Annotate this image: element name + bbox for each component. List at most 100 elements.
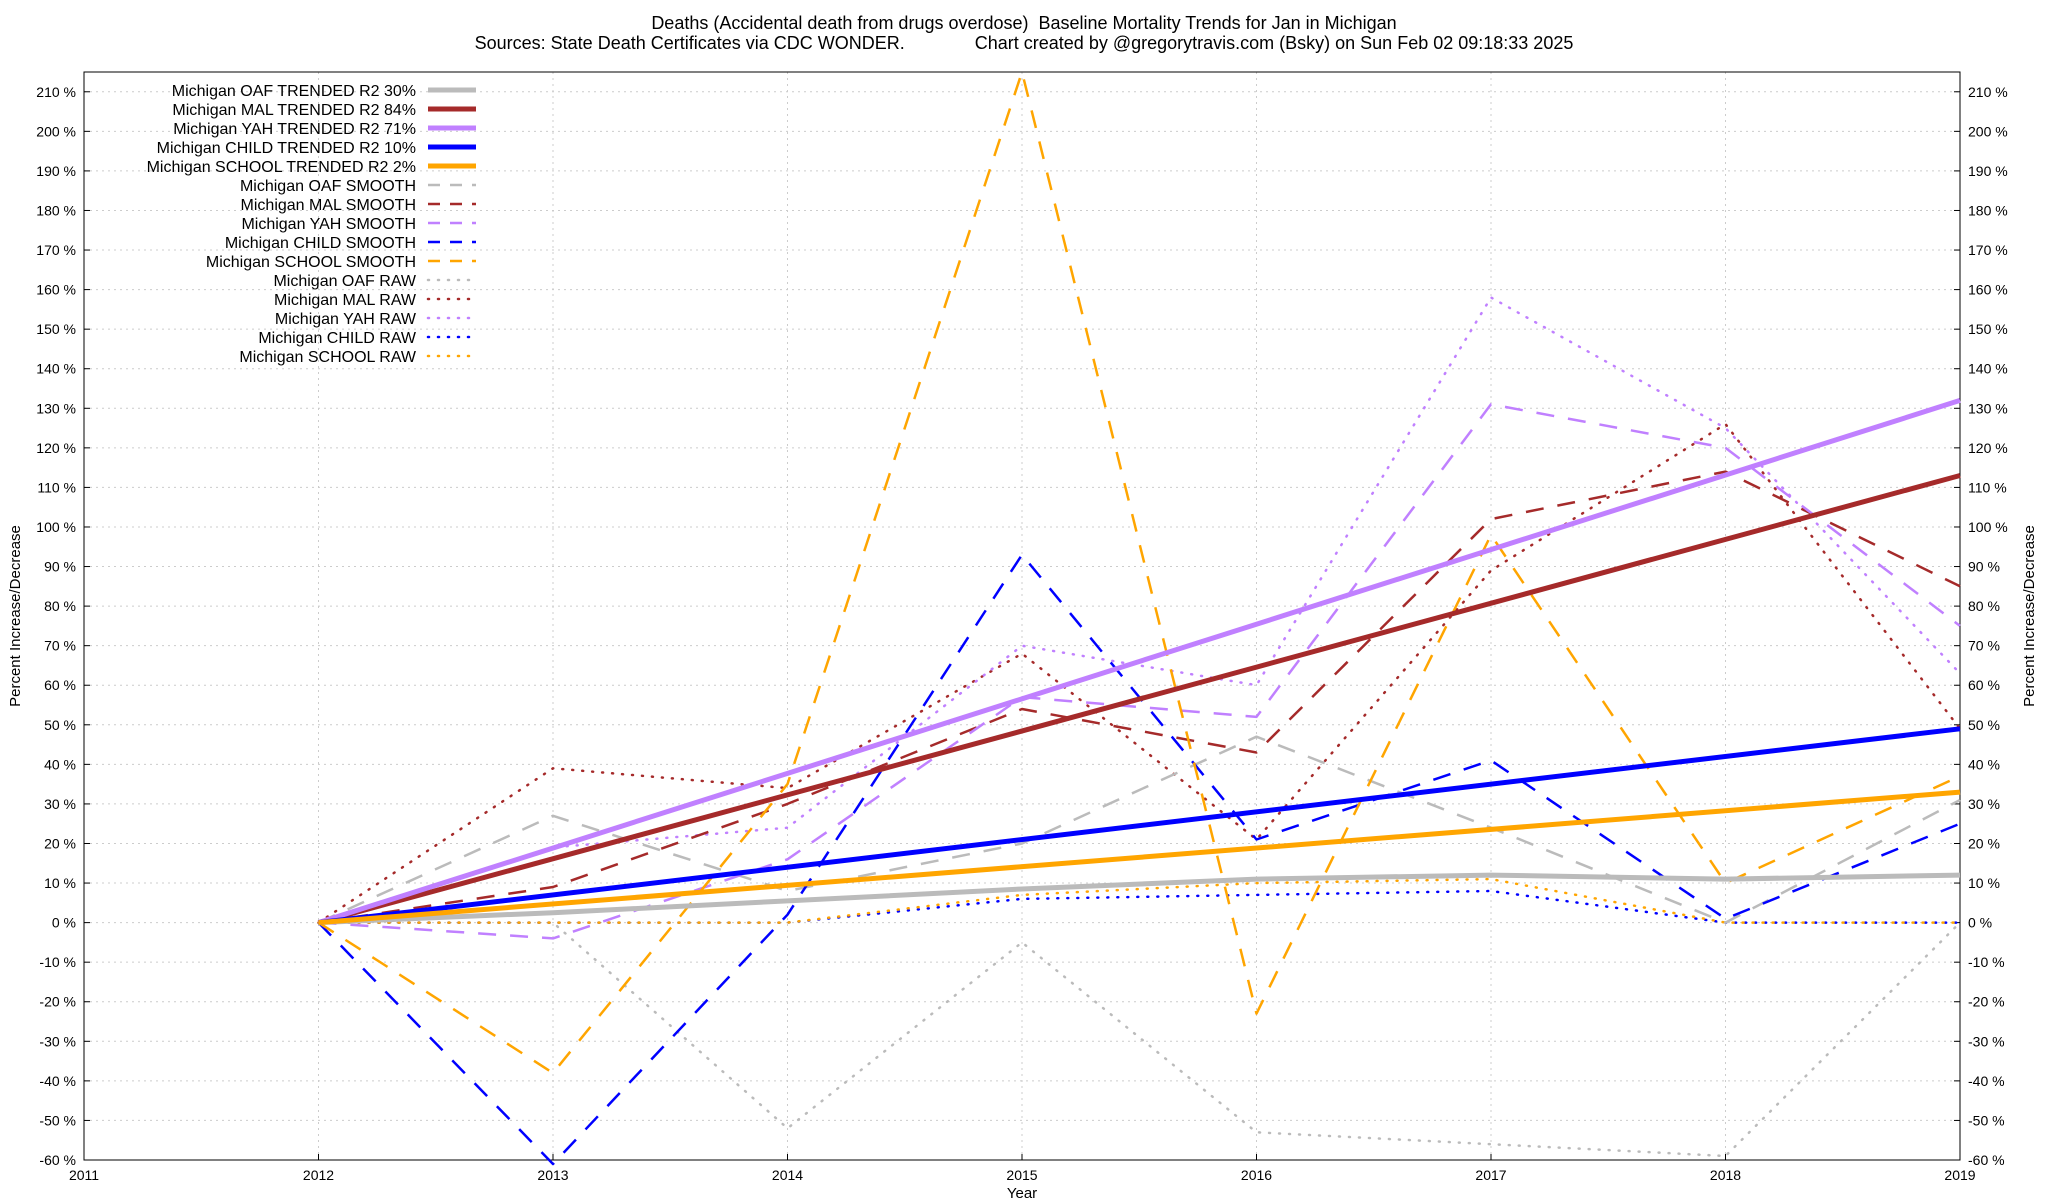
series-line-3 [318, 726, 1961, 926]
chart-title: Deaths (Accidental death from drugs over… [651, 13, 1397, 33]
series-line-1 [317, 473, 1961, 926]
y2-tick-label: 130 % [1968, 400, 2008, 416]
x-tick-label: 2015 [1006, 1167, 1037, 1183]
legend-label: Michigan MAL TRENDED R2 84% [172, 102, 416, 119]
x-axis-label: Year [1007, 1185, 1037, 1200]
y-tick-label: 150 % [36, 321, 76, 337]
y-tick-label: 70 % [44, 638, 76, 654]
x-tick-label: 2016 [1241, 1167, 1272, 1183]
legend-label: Michigan OAF RAW [273, 273, 416, 290]
axes: 2011 2012 2013 2014 2015 2016 2017 2018 2019 210 … [36, 84, 2007, 1183]
x-tick-label: 2011 [69, 1167, 99, 1183]
legend-label: Michigan OAF TRENDED R2 30% [172, 83, 416, 100]
y-tick-label: 170 % [36, 242, 76, 258]
y2-tick-label: 170 % [1968, 242, 2008, 258]
y-tick-label: 20 % [44, 835, 76, 851]
x-tick-label: 2013 [537, 1167, 568, 1183]
y2-tick-label: 110 % [1968, 479, 2007, 495]
legend-label: Michigan SCHOOL RAW [239, 349, 417, 366]
y2-tick-label: 140 % [1968, 361, 2008, 377]
y2-axis-label: Percent Increase/Decrease [2021, 525, 2038, 707]
y2-tick-label: 160 % [1968, 282, 2008, 298]
y-tick-label: 80 % [44, 598, 76, 614]
y-tick-label: 210 % [36, 84, 76, 100]
y-tick-label: 40 % [44, 756, 76, 772]
y2-tick-label: 30 % [1968, 796, 2000, 812]
legend-label: Michigan YAH SMOOTH [241, 216, 416, 233]
y2-tick-label: 180 % [1968, 202, 2008, 218]
legend-label: Michigan SCHOOL TRENDED R2 2% [147, 159, 416, 176]
series-line-4 [318, 789, 1961, 926]
y2-tick-label: -30 % [1968, 1033, 2005, 1049]
grid [83, 72, 1961, 1161]
y2-tick-label: -40 % [1968, 1073, 2005, 1089]
y-tick-label: 60 % [44, 677, 76, 693]
y-tick-label: -60 % [39, 1152, 76, 1168]
x-tick-label: 2012 [303, 1167, 334, 1183]
y-tick-label: 120 % [36, 440, 76, 456]
y-tick-label: 30 % [44, 796, 76, 812]
y2-tick-label: 200 % [1968, 123, 2008, 139]
y-tick-label: 140 % [36, 361, 76, 377]
legend-label: Michigan CHILD SMOOTH [225, 235, 416, 252]
y-tick-label: 190 % [36, 163, 76, 179]
y2-tick-label: 80 % [1968, 598, 2000, 614]
y-tick-label: -50 % [39, 1112, 76, 1128]
y2-tick-label: 20 % [1968, 835, 2000, 851]
y-tick-label: 50 % [44, 717, 76, 733]
y2-tick-label: 100 % [1968, 519, 2008, 535]
y2-tick-label: -50 % [1968, 1112, 2005, 1128]
x-tick-label: 2014 [772, 1167, 803, 1183]
series-line-5 [317, 735, 1961, 924]
y-tick-label: 90 % [44, 559, 76, 575]
legend-label: Michigan YAH TRENDED R2 71% [173, 121, 416, 138]
legend-label: Michigan SCHOOL SMOOTH [206, 254, 416, 271]
series-line-2 [317, 398, 1961, 925]
y-axis-label: Percent Increase/Decrease [7, 525, 24, 707]
series-line-13 [317, 889, 1962, 924]
legend-label: Michigan YAH RAW [275, 311, 417, 328]
y-tick-label: 130 % [36, 400, 76, 416]
legend: Michigan OAF TRENDED R2 30% Michigan MAL … [147, 83, 478, 366]
x-tick-label: 2019 [1944, 1167, 1975, 1183]
y-tick-label: 0 % [52, 915, 76, 931]
legend-label: Michigan CHILD TRENDED R2 10% [157, 140, 416, 157]
series-line-6 [318, 470, 1961, 924]
y-tick-label: -40 % [39, 1073, 76, 1089]
y2-tick-label: -20 % [1968, 994, 2005, 1010]
y2-tick-label: 210 % [1968, 84, 2008, 100]
y2-tick-label: 50 % [1968, 717, 2000, 733]
series-line-10 [317, 921, 1962, 1158]
y2-tick-label: -60 % [1968, 1152, 2005, 1168]
y-tick-label: -20 % [39, 994, 76, 1010]
legend-label: Michigan MAL SMOOTH [241, 197, 416, 214]
y-tick-label: 160 % [36, 282, 76, 298]
y2-tick-label: 60 % [1968, 677, 2000, 693]
y2-tick-label: -10 % [1968, 954, 2005, 970]
y2-tick-label: 190 % [1968, 163, 2008, 179]
y2-tick-label: 10 % [1968, 875, 2000, 891]
x-tick-label: 2018 [1710, 1167, 1741, 1183]
series-line-12 [317, 296, 1962, 924]
y-tick-label: 100 % [36, 519, 76, 535]
y-tick-label: -10 % [39, 954, 76, 970]
chart-subtitle: Sources: State Death Certificates via CD… [474, 33, 1574, 53]
y-tick-label: 200 % [36, 123, 76, 139]
series-line-0 [318, 872, 1961, 926]
y2-tick-label: 0 % [1968, 915, 1992, 931]
legend-label: Michigan OAF SMOOTH [240, 178, 416, 195]
x-tick-label: 2017 [1475, 1167, 1506, 1183]
legend-label: Michigan CHILD RAW [258, 330, 417, 347]
y-tick-label: 110 % [37, 479, 76, 495]
series-line-11 [317, 422, 1962, 924]
y2-tick-label: 150 % [1968, 321, 2008, 337]
y2-tick-label: 70 % [1968, 638, 2000, 654]
y-tick-label: -30 % [39, 1033, 76, 1049]
y2-tick-label: 120 % [1968, 440, 2008, 456]
series-lines [317, 70, 1962, 1166]
y2-tick-label: 40 % [1968, 756, 2000, 772]
y-tick-label: 180 % [36, 202, 76, 218]
y2-tick-label: 90 % [1968, 559, 2000, 575]
legend-label: Michigan MAL RAW [274, 292, 417, 309]
